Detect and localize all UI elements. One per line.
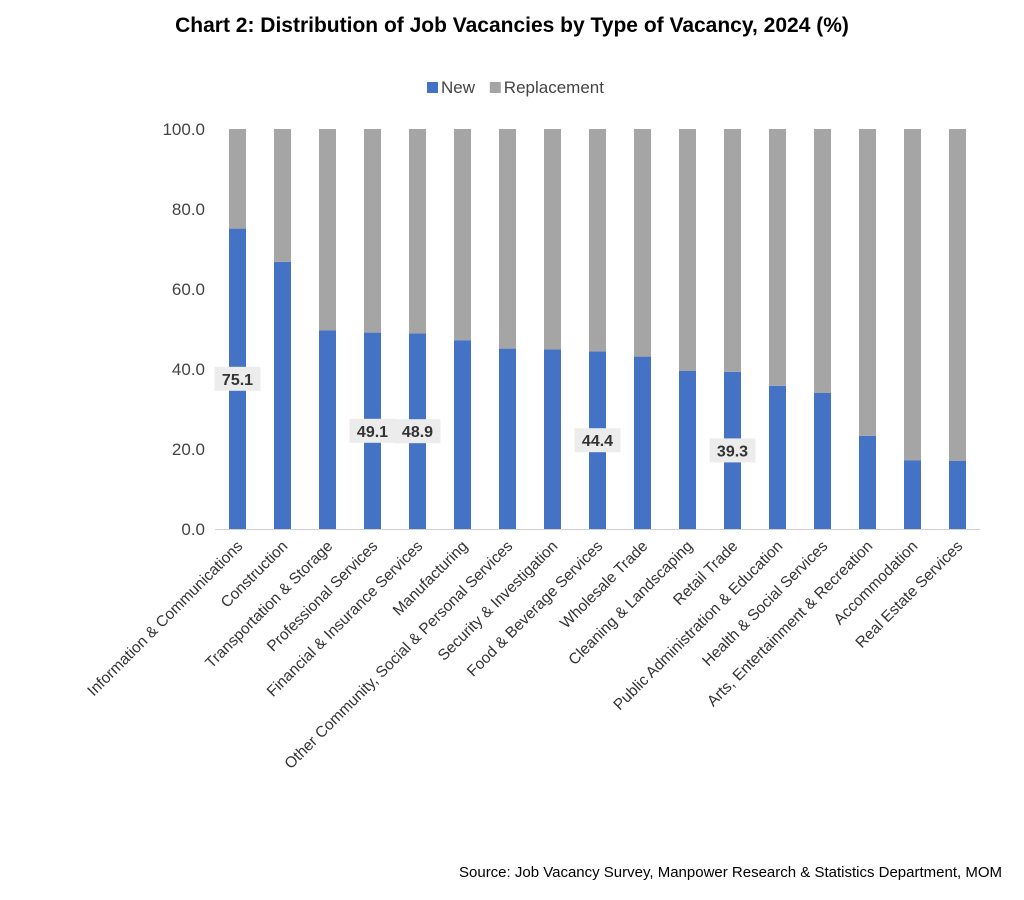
bar-new-manufacturing — [454, 340, 471, 529]
chart-title: Chart 2: Distribution of Job Vacancies b… — [175, 14, 849, 37]
bar-new-security-investigation — [544, 349, 561, 529]
bar-replacement-retail-trade — [724, 129, 741, 372]
data-label-box — [394, 419, 441, 444]
bar-new-other-community-social-personal-services — [499, 348, 516, 529]
data-label: 75.1 — [222, 372, 253, 389]
y-tick-label: 20.0 — [172, 440, 205, 459]
y-tick-label: 60.0 — [172, 280, 205, 299]
data-label-box — [214, 366, 261, 391]
x-tick-label: Arts, Entertainment & Recreation — [704, 538, 876, 710]
bar-replacement-real-estate-services — [949, 129, 966, 461]
bar-new-public-administration-education — [769, 385, 786, 529]
legend-label-new: New — [441, 78, 476, 97]
legend: New Replacement — [427, 78, 604, 97]
bar-new-construction — [274, 261, 291, 529]
bar-new-transportation-storage — [319, 330, 336, 529]
y-tick-label: 80.0 — [172, 200, 205, 219]
bar-new-cleaning-landscaping — [679, 371, 696, 529]
data-label: 44.4 — [582, 433, 613, 450]
bar-replacement-information-communications — [229, 129, 246, 229]
legend-swatch-new — [427, 82, 438, 93]
bar-replacement-public-administration-education — [769, 129, 786, 386]
data-label: 48.9 — [402, 424, 433, 441]
bars — [229, 129, 966, 529]
bar-replacement-food-beverage-services — [589, 129, 606, 352]
bar-replacement-financial-insurance-services — [409, 129, 426, 334]
bar-new-accommodation — [904, 460, 921, 529]
x-tick-label: Information & Communications — [84, 538, 246, 700]
y-tick-label: 0.0 — [181, 520, 205, 539]
bar-new-arts-entertainment-recreation — [859, 435, 876, 529]
y-tick-label: 100.0 — [162, 120, 205, 139]
y-tick-label: 40.0 — [172, 360, 205, 379]
data-labels: 75.1 49.1 48.9 44.4 39.3 — [214, 366, 756, 463]
bar-replacement-wholesale-trade — [634, 129, 651, 357]
data-label: 49.1 — [357, 424, 388, 441]
bar-new-health-social-services — [814, 393, 831, 529]
bar-replacement-health-social-services — [814, 129, 831, 393]
bar-replacement-construction — [274, 129, 291, 262]
bar-new-real-estate-services — [949, 461, 966, 529]
data-label-box — [574, 428, 621, 453]
source-note: Source: Job Vacancy Survey, Manpower Res… — [459, 864, 1002, 881]
data-label-box — [709, 438, 756, 463]
bar-replacement-cleaning-landscaping — [679, 129, 696, 371]
data-label: 39.3 — [717, 443, 748, 460]
bar-replacement-accommodation — [904, 129, 921, 461]
bar-replacement-arts-entertainment-recreation — [859, 129, 876, 436]
axes: 0.0 20.0 40.0 60.0 80.0 100.0 Information & Co… — [84, 120, 980, 773]
data-label-box — [349, 418, 396, 443]
legend-swatch-replacement — [489, 82, 501, 93]
bar-replacement-professional-services — [364, 129, 381, 333]
bar-replacement-transportation-storage — [319, 129, 336, 331]
bar-replacement-other-community-social-personal-services — [499, 129, 516, 349]
bar-replacement-security-investigation — [544, 129, 561, 350]
bar-replacement-manufacturing — [454, 129, 471, 341]
legend-label-replacement: Replacement — [504, 78, 604, 97]
bar-new-wholesale-trade — [634, 356, 651, 529]
